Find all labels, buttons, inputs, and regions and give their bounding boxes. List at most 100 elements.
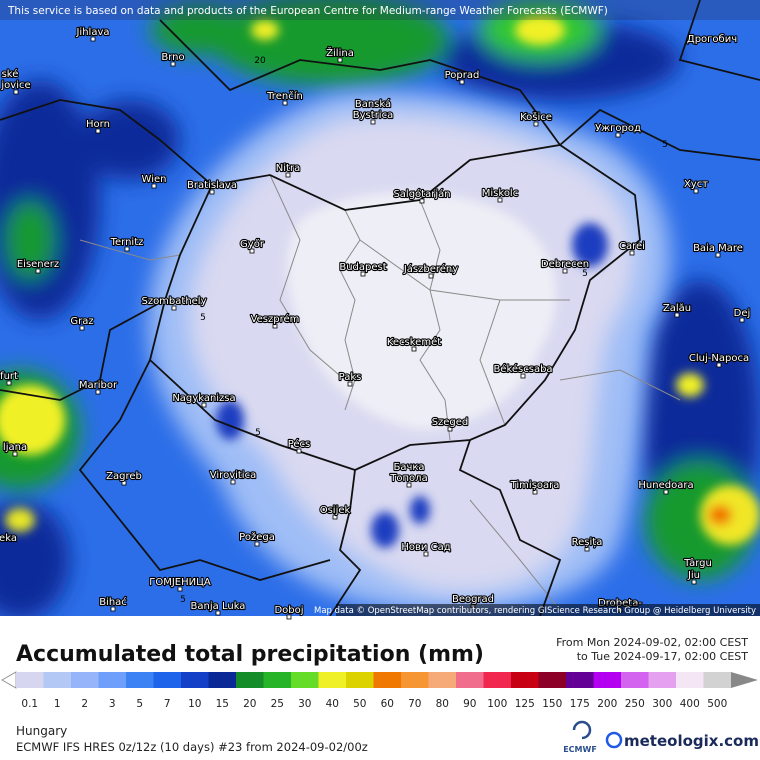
city-marker	[406, 482, 412, 488]
city-marker	[447, 426, 453, 432]
brand[interactable]: meteologix.com	[624, 732, 759, 750]
scale-swatch	[126, 672, 154, 688]
city-marker	[90, 36, 96, 42]
scale-label: 2	[81, 698, 88, 710]
city-label: ljana	[3, 442, 27, 453]
city-label: Ternitz	[110, 237, 144, 248]
city-marker	[230, 479, 236, 485]
city-label: Požega	[239, 531, 275, 543]
scale-label: 90	[463, 698, 476, 710]
city-label: eka	[0, 533, 17, 544]
scale-swatch	[208, 672, 237, 688]
city-marker	[520, 373, 526, 379]
city-label: Kecskemét	[387, 336, 441, 348]
precip-field	[0, 0, 760, 616]
city-label: Maribor	[79, 380, 118, 391]
admin-borders	[79, 174, 681, 611]
scale-label: 7	[164, 698, 171, 710]
scale-swatch	[483, 672, 512, 688]
city-marker	[177, 586, 183, 592]
scale-label: 60	[381, 698, 394, 710]
scale-label: 30	[298, 698, 311, 710]
scale-label: 1	[54, 698, 61, 710]
city-label: Топола	[389, 473, 427, 484]
contour-label: 5	[582, 269, 588, 279]
city-label: Beograd	[452, 594, 494, 605]
model-info: ECMWF IFS HRES 0z/12z (10 days) #23 from…	[16, 740, 368, 754]
city-label: Pécs	[288, 438, 311, 450]
city-marker	[171, 305, 177, 311]
city-label: Paks	[339, 372, 362, 383]
city-marker	[6, 380, 12, 386]
scale-swatch	[236, 672, 264, 688]
city-label: Győr	[240, 238, 265, 250]
city-marker	[337, 57, 343, 63]
scale-label: 500	[707, 698, 727, 710]
city-label: Eisenerz	[17, 259, 59, 270]
city-label: Ужгород	[595, 123, 641, 134]
city-label: Békéscsaba	[493, 363, 552, 375]
city-label: Дрогобич	[687, 34, 737, 45]
city-label: Târgu	[683, 557, 712, 569]
scale-label: 15	[216, 698, 229, 710]
scale-label: 80	[436, 698, 449, 710]
city-marker	[497, 197, 503, 203]
city-label: Хуст	[684, 179, 708, 190]
ecmwf-label: ECMWF	[563, 745, 597, 754]
city-marker	[215, 610, 221, 616]
city-label: Nitra	[276, 163, 300, 174]
scale-label: 40	[326, 698, 339, 710]
city-label: jovice	[0, 80, 30, 91]
scale-label: 175	[570, 698, 590, 710]
city-marker	[110, 606, 116, 612]
city-marker	[286, 614, 292, 620]
scale-swatch	[566, 672, 594, 688]
city-marker	[532, 489, 538, 495]
city-marker	[423, 551, 429, 557]
scale-label: 10	[188, 698, 201, 710]
city-marker	[674, 312, 680, 318]
city-marker	[347, 381, 353, 387]
city-marker	[615, 132, 621, 138]
city-label: Banská	[355, 98, 391, 110]
city-marker	[13, 89, 19, 95]
city-marker	[282, 100, 288, 106]
scale-swatch	[16, 672, 44, 688]
city-marker	[124, 246, 130, 252]
scale-swatch	[98, 672, 127, 688]
brand-icon	[605, 731, 623, 749]
city-label: Zalău	[663, 303, 691, 314]
city-marker	[360, 271, 366, 277]
city-marker	[254, 541, 260, 547]
city-marker	[428, 273, 434, 279]
city-label: Doboj	[274, 605, 303, 616]
city-marker	[419, 198, 425, 204]
country-borders	[0, 0, 760, 616]
scale-swatch	[291, 672, 319, 688]
scale-swatch	[43, 672, 72, 688]
city-marker	[79, 325, 85, 331]
attribution: Map data © OpenStreetMap contributors, r…	[314, 606, 756, 616]
city-label: Dej	[734, 308, 751, 319]
attribution-bar	[336, 604, 760, 616]
city-label: Graz	[70, 316, 93, 327]
scale-swatch	[593, 672, 622, 688]
scale-label: 25	[271, 698, 284, 710]
city-label: Wien	[142, 174, 167, 185]
city-label: Hunedoara	[638, 480, 693, 491]
city-label: Žilina	[326, 46, 354, 59]
color-scale: 0.1 1 2 3 5 7 10 15 20 25 30 40 50 60 70 80 90 100 125 150 1…	[1, 671, 758, 710]
contour-label: 5	[180, 595, 186, 605]
scale-arrow-low	[1, 671, 17, 689]
city-marker	[272, 323, 278, 329]
ecmwf-logo: ECMWF	[563, 720, 597, 754]
city-marker	[95, 389, 101, 395]
scale-swatch	[318, 672, 347, 688]
city-label: Baia Mare	[693, 243, 743, 254]
city-marker	[170, 61, 176, 67]
city-label: Debrecen	[541, 259, 589, 270]
notice-bar	[0, 0, 760, 20]
scale-arrow-high	[731, 672, 758, 688]
city-label: Bratislava	[187, 180, 237, 191]
period-to: to Tue 2024-09-17, 02:00 CEST	[577, 650, 749, 663]
